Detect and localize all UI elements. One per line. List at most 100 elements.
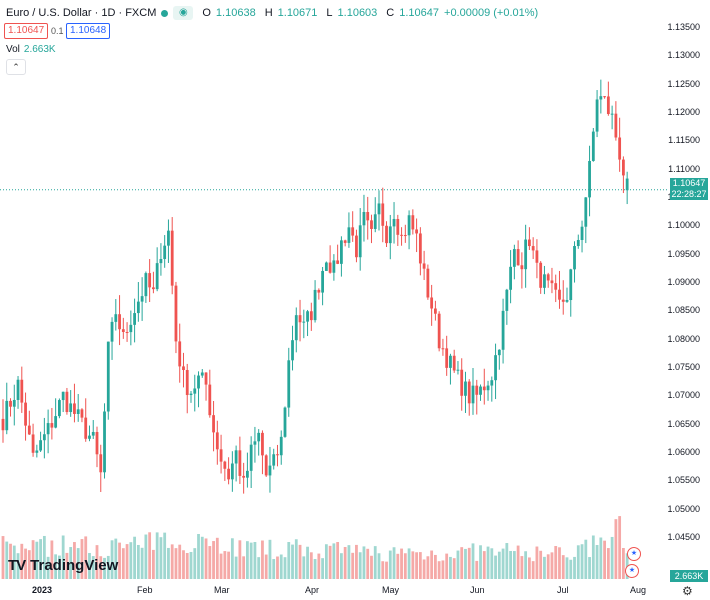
volume-bar — [445, 553, 449, 579]
volume-bar — [340, 553, 343, 579]
volume-bar — [227, 551, 230, 579]
volume-bar — [343, 546, 347, 579]
volume-bar — [467, 547, 471, 579]
candle-body — [460, 369, 464, 396]
candle-body — [125, 331, 129, 333]
volume-bar — [366, 548, 370, 579]
volume-bar — [565, 557, 569, 579]
volume-bar — [65, 552, 69, 579]
candle-body — [159, 259, 163, 264]
volume-bar — [129, 542, 133, 579]
volume-bar — [306, 546, 309, 579]
volume-bar — [249, 542, 253, 579]
close-label: C — [386, 7, 395, 19]
candle-body — [381, 203, 385, 226]
candle-body — [200, 372, 204, 376]
candle-body — [554, 283, 558, 290]
candle-body — [588, 160, 591, 198]
candle-body — [148, 273, 152, 288]
candle-body — [606, 96, 610, 115]
candle-body — [441, 348, 445, 350]
candle-body — [230, 463, 234, 480]
volume-bar — [614, 519, 618, 579]
volume-bar — [418, 552, 422, 579]
volume-bar — [328, 545, 332, 579]
volume-bar — [114, 538, 118, 579]
volume-bar — [276, 556, 279, 579]
volume-bar — [573, 556, 576, 579]
candle-body — [242, 475, 246, 478]
candle-body — [155, 263, 159, 290]
time-tick-label: Jun — [470, 585, 485, 595]
volume-bar — [426, 556, 430, 579]
candle-body — [580, 226, 584, 240]
candle-body — [385, 225, 388, 244]
open-label: O — [202, 7, 211, 19]
volume-bar — [215, 537, 219, 579]
candle-body — [204, 372, 208, 385]
volume-bar — [479, 545, 482, 579]
candle-body — [358, 225, 362, 258]
symbol-title[interactable]: Euro / U.S. Dollar · 1D · FXCM — [6, 7, 157, 19]
candle-body — [576, 239, 580, 247]
candle-body — [550, 280, 554, 284]
candle-body — [373, 214, 377, 229]
candle-body — [309, 311, 313, 321]
volume-value: 2.663K — [23, 44, 56, 55]
collapse-legend-button[interactable]: ⌃ — [6, 59, 26, 75]
visibility-toggle-icon[interactable]: ◉ — [173, 6, 194, 20]
candle-body — [516, 249, 520, 266]
volume-bar — [268, 539, 272, 579]
volume-bar — [46, 556, 50, 579]
volume-bar — [471, 543, 475, 579]
volume-bar — [88, 552, 91, 579]
volume-bar — [441, 560, 445, 579]
candle-body — [407, 215, 411, 236]
us-flag-event-icon[interactable]: ★ — [627, 547, 641, 561]
candle-body — [610, 113, 614, 115]
volume-bar — [535, 546, 539, 579]
candle-body — [42, 434, 46, 441]
tradingview-logo[interactable]: TV TradingView — [8, 557, 118, 574]
candle-body — [144, 273, 148, 297]
volume-bar — [370, 555, 373, 579]
volume-bar — [182, 550, 185, 579]
candle-body — [501, 310, 505, 350]
volume-bar — [133, 536, 136, 579]
volume-bar — [42, 535, 46, 579]
sell-price-button[interactable]: 1.10647 — [4, 23, 49, 39]
gear-icon[interactable]: ⚙ — [682, 584, 693, 598]
candle-body — [471, 385, 475, 404]
candle-body — [291, 340, 294, 361]
volume-bar — [242, 556, 246, 579]
us-flag-event-icon[interactable]: ★ — [625, 564, 639, 578]
volume-bar — [588, 557, 591, 579]
volume-bar — [497, 551, 501, 579]
price-tick-label: 1.11000 — [668, 163, 700, 174]
volume-bar — [223, 551, 227, 579]
candle-body — [543, 274, 546, 288]
volume-bar — [5, 541, 9, 579]
candle-body — [178, 341, 182, 367]
candle-body — [603, 96, 606, 98]
time-tick-label: May — [382, 585, 400, 595]
candle-body — [520, 265, 524, 270]
volume-bar — [610, 536, 614, 579]
candle-body — [591, 131, 595, 161]
volume-bar — [324, 544, 328, 579]
buy-price-button[interactable]: 1.10648 — [66, 23, 111, 39]
volume-bar — [159, 537, 163, 579]
volume-bar — [622, 548, 625, 579]
market-open-dot-icon — [161, 9, 169, 17]
volume-bar — [208, 546, 212, 579]
volume-bar — [411, 551, 415, 579]
price-tick-label: 1.09500 — [667, 248, 700, 259]
volume-bar — [106, 555, 110, 579]
volume-bar — [501, 548, 505, 579]
volume-bar — [16, 553, 20, 579]
volume-bar — [253, 541, 257, 579]
candle-body — [456, 369, 460, 371]
candle-body — [535, 250, 539, 263]
volume-bar — [20, 543, 24, 579]
